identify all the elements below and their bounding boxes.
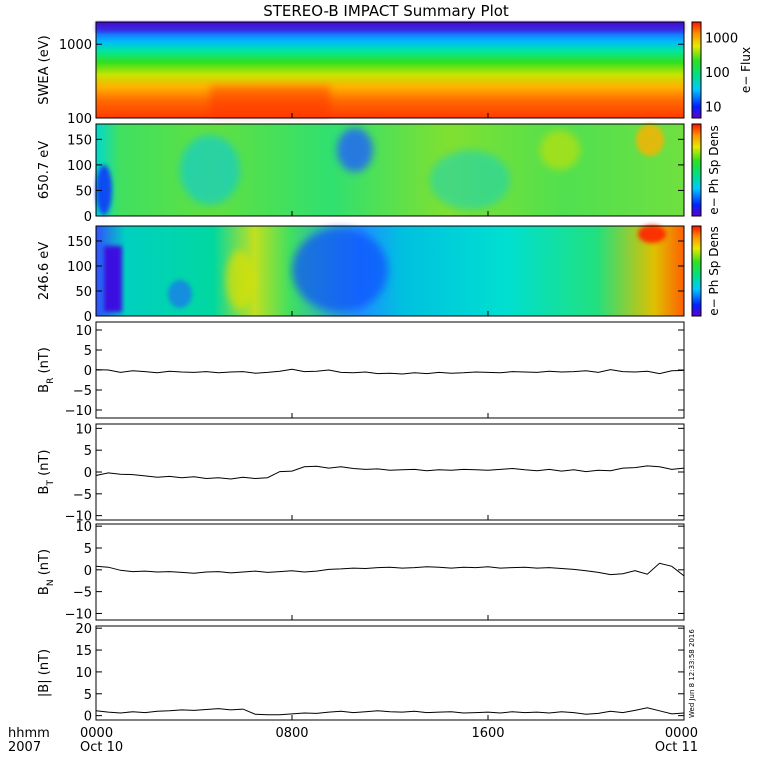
pa650-ytick-label: 0	[84, 210, 92, 225]
br-frame	[95, 321, 685, 419]
pa650-ytick-label: 50	[75, 184, 92, 199]
br-series-line	[95, 368, 685, 375]
swea-top-band	[96, 22, 684, 32]
date-tick-label: Oct 10	[80, 740, 123, 755]
pa650-blue-patch-1	[96, 165, 112, 215]
pa246-ytick-label: 50	[75, 285, 92, 300]
bn-ytick-label: −10	[65, 607, 92, 622]
pa246-heatmap-fill	[96, 226, 684, 316]
bn-ytick-label: 5	[84, 542, 92, 557]
bn-series-line	[95, 562, 685, 577]
pa246-blue-spot	[168, 280, 192, 308]
generation-timestamp: Wed Jun 8 12:33:58 2016	[688, 629, 696, 718]
swea-colorbar-tick-label: 100	[705, 66, 730, 81]
bmag-ylabel: |B| (nT)	[37, 649, 52, 697]
br-ytick-label: 5	[84, 344, 92, 359]
pa650-blue-patch-2	[337, 128, 373, 172]
swea-colorbar-tick-label: 1000	[705, 31, 738, 46]
colorbars	[691, 21, 702, 317]
pa650-yellow-patch	[636, 124, 664, 156]
bmag-ytick-label: 5	[84, 688, 92, 703]
bt-ytick-label: 10	[75, 422, 92, 437]
pa246-blue-region	[292, 228, 388, 312]
bmag-ytick-label: 10	[75, 666, 92, 681]
bt-ytick-label: −5	[73, 488, 92, 503]
bn-frame	[95, 523, 685, 621]
bmag-frame	[95, 625, 685, 721]
br-ylabel: BR (nT)	[37, 347, 56, 393]
swea-colorbar-label: e− Flux	[739, 47, 753, 93]
pa246-ytick-label: 150	[67, 235, 92, 250]
plot-title: STEREO-B IMPACT Summary Plot	[263, 2, 509, 20]
bmag-series-line	[95, 707, 685, 716]
swea-frame	[95, 21, 685, 119]
pa650-ylabel: 650.7 eV	[37, 141, 52, 199]
bn-ytick-label: 10	[75, 520, 92, 535]
time-axis-label-year: 2007	[8, 740, 41, 755]
pa246-red-spot	[638, 225, 666, 243]
time-tick-label: 1600	[471, 726, 504, 741]
swea-heatmap-fill	[96, 22, 684, 118]
swea-heatmap	[96, 22, 684, 118]
colorbar-pa650	[691, 123, 702, 217]
bt-frame	[95, 423, 685, 521]
bt-ylabel: BT (nT)	[37, 450, 56, 495]
time-axis-label-hhmm: hhmm	[8, 726, 50, 741]
time-tick-label: 0800	[275, 726, 308, 741]
pa246-ytick-label: 100	[67, 260, 92, 275]
colorbar-flux	[691, 21, 702, 119]
pa650-frame	[95, 123, 685, 217]
pa650-heatmap	[96, 124, 684, 216]
pa650-yellow-patch-2	[540, 130, 580, 170]
pa650-colorbar-label: e− Ph Sp Dens	[707, 125, 721, 214]
bmag-ytick-label: 0	[84, 710, 92, 725]
bn-ytick-label: −5	[73, 586, 92, 601]
bt-ytick-label: −10	[65, 510, 92, 525]
bmag-ytick-label: 15	[75, 644, 92, 659]
bt-ytick-label: 0	[84, 466, 92, 481]
pa246-ylabel: 246.6 eV	[37, 242, 52, 300]
pa246-yellow-region	[226, 250, 254, 310]
pa650-cyan-patch-1	[180, 135, 240, 205]
br-ytick-label: −5	[73, 384, 92, 399]
pa246-ytick-label: 0	[84, 310, 92, 325]
swea-hot-band	[210, 86, 330, 116]
date-tick-label: Oct 11	[655, 740, 698, 755]
swea-colorbar-tick-label: 10	[705, 101, 722, 116]
pa246-frame	[95, 225, 685, 317]
pa246-heatmap	[96, 225, 684, 316]
bn-ylabel: BN (nT)	[37, 549, 56, 595]
bmag-ytick-label: 20	[75, 622, 92, 637]
pa246-purple-band	[104, 246, 122, 312]
heatmap-decor	[96, 21, 702, 317]
time-tick-label: 0000	[665, 726, 698, 741]
bn-ytick-label: 0	[84, 564, 92, 579]
pa650-cyan-patch-2	[430, 150, 510, 210]
swea-ytick-label: 100	[67, 112, 92, 127]
bt-ytick-label: 5	[84, 444, 92, 459]
br-ytick-label: 0	[84, 364, 92, 379]
swea-ytick-label: 1000	[59, 38, 92, 53]
br-ytick-label: 10	[75, 324, 92, 339]
bt-series-line	[95, 465, 685, 480]
swea-ylabel: SWEA (eV)	[37, 35, 52, 104]
colorbar-pa246	[691, 225, 702, 317]
pa246-colorbar-label: e− Ph Sp Dens	[707, 226, 721, 315]
pa650-ytick-label: 100	[67, 159, 92, 174]
br-ytick-label: −10	[65, 404, 92, 419]
pa650-ytick-label: 150	[67, 133, 92, 148]
time-tick-label: 0000	[80, 726, 113, 741]
